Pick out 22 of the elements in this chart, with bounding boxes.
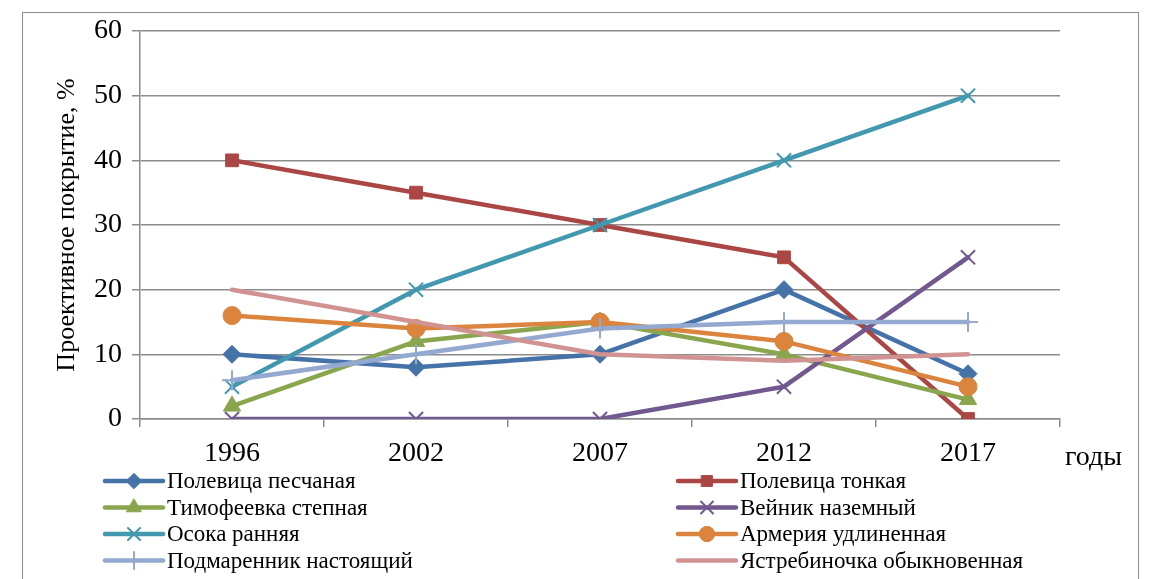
x-tick-label: 2002 (388, 436, 444, 468)
y-tick-label: 60 (94, 13, 122, 45)
x-tick-label: 2012 (756, 436, 812, 468)
legend-label: Ястребиночка обыкновенная (740, 547, 1024, 573)
x-tick-label: 2007 (572, 436, 628, 468)
legend-label: Вейник наземный (740, 494, 916, 520)
legend-label: Тимофеевка степная (167, 494, 369, 520)
x-axis-title: годы (1065, 440, 1123, 472)
legend-label: Армерия удлиненная (740, 521, 947, 547)
y-tick-label: 0 (108, 401, 122, 433)
y-tick-label: 10 (94, 336, 122, 368)
y-axis-title: Проективное покрытие, % (51, 78, 81, 372)
x-tick-label: 2017 (940, 436, 996, 468)
legend-label: Полевица тонкая (740, 468, 907, 494)
legend-label: Подмаренник настоящий (167, 547, 413, 573)
legend-label: Осока ранняя (167, 521, 301, 547)
y-tick-label: 20 (94, 272, 122, 304)
x-tick-label: 1996 (204, 436, 260, 468)
y-tick-label: 40 (94, 142, 122, 174)
legend-label: Полевица песчаная (167, 468, 357, 494)
y-tick-label: 30 (94, 207, 122, 239)
y-tick-label: 50 (94, 78, 122, 110)
